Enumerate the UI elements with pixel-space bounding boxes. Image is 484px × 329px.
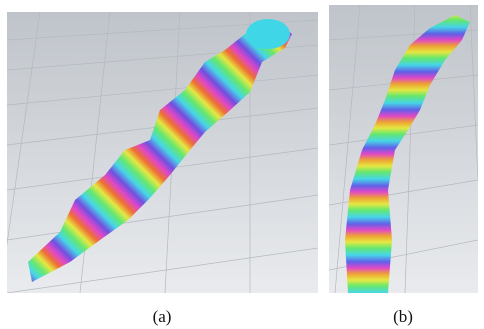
point-cloud [28, 20, 292, 282]
panel-a [7, 12, 318, 293]
caption: (b) [393, 307, 413, 326]
panel-b [329, 5, 478, 293]
point-cloud [345, 15, 470, 293]
point-cloud-head [246, 19, 290, 49]
caption: (a) [153, 307, 172, 326]
